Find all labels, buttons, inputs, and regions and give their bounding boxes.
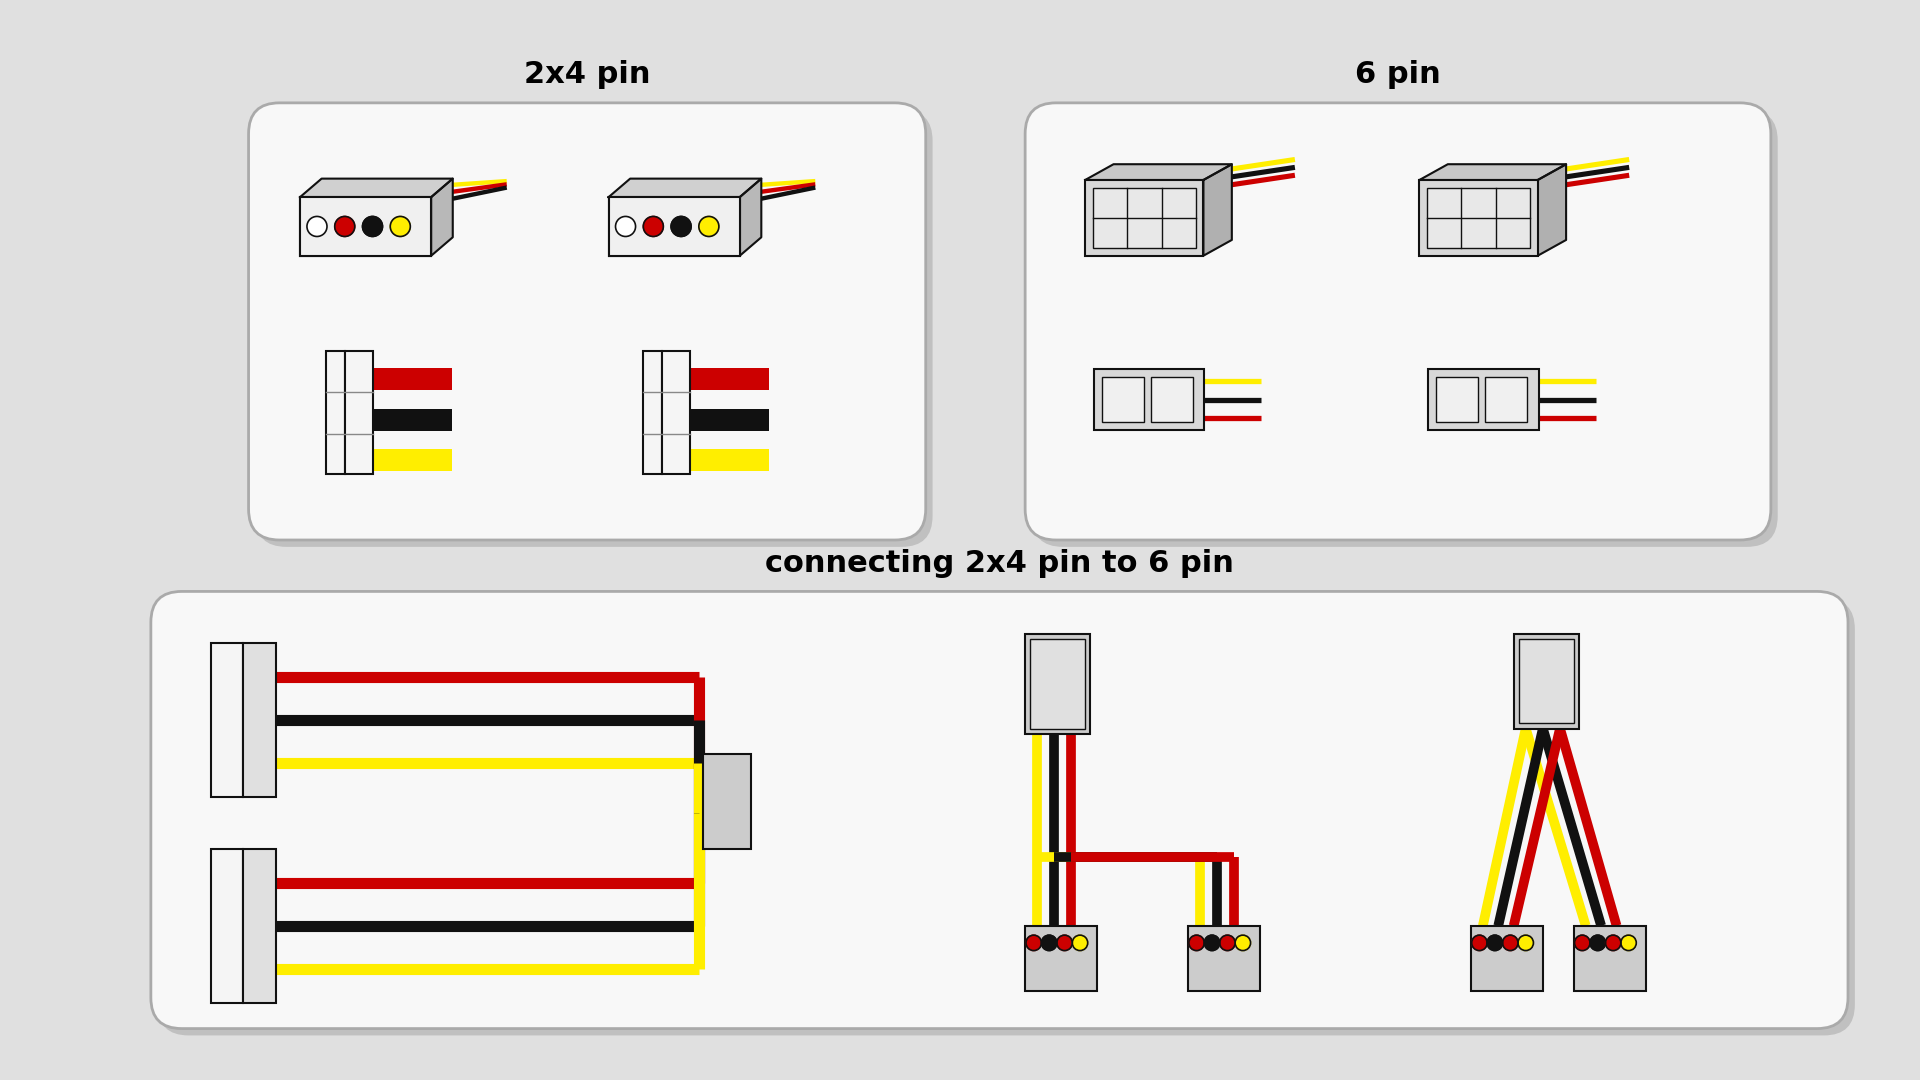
Polygon shape: [1538, 164, 1567, 256]
Bar: [703, 754, 751, 849]
Bar: [643, 351, 662, 474]
Polygon shape: [432, 178, 453, 256]
Bar: [244, 643, 276, 797]
Circle shape: [1590, 935, 1605, 950]
FancyBboxPatch shape: [152, 592, 1847, 1028]
Polygon shape: [300, 178, 453, 198]
Polygon shape: [1204, 164, 1233, 256]
Polygon shape: [739, 178, 762, 256]
Bar: [326, 351, 346, 474]
Bar: [1102, 377, 1144, 422]
Text: connecting 2x4 pin to 6 pin: connecting 2x4 pin to 6 pin: [764, 549, 1235, 578]
Bar: [1031, 639, 1085, 729]
Bar: [1427, 188, 1530, 247]
Bar: [1574, 926, 1645, 990]
Bar: [1428, 368, 1538, 431]
Bar: [609, 198, 739, 256]
FancyBboxPatch shape: [157, 598, 1855, 1036]
Bar: [689, 408, 770, 431]
Bar: [1188, 926, 1260, 990]
Bar: [1436, 377, 1478, 422]
Bar: [609, 198, 739, 256]
Bar: [689, 368, 770, 390]
Bar: [372, 408, 451, 431]
Polygon shape: [609, 178, 762, 198]
Bar: [689, 449, 770, 472]
FancyBboxPatch shape: [1033, 110, 1778, 546]
Circle shape: [616, 216, 636, 237]
Bar: [211, 849, 244, 1003]
Circle shape: [334, 216, 355, 237]
Bar: [662, 351, 689, 474]
Bar: [300, 198, 432, 256]
Circle shape: [1071, 935, 1089, 950]
Bar: [1471, 926, 1544, 990]
Bar: [1519, 639, 1574, 724]
Bar: [1092, 188, 1196, 247]
Circle shape: [1204, 935, 1219, 950]
Bar: [346, 351, 372, 474]
Circle shape: [672, 216, 691, 237]
Circle shape: [1488, 935, 1503, 950]
Circle shape: [1235, 935, 1250, 950]
Bar: [372, 449, 451, 472]
Circle shape: [1473, 935, 1488, 950]
Circle shape: [1620, 935, 1636, 950]
Bar: [211, 643, 244, 797]
Text: 2x4 pin: 2x4 pin: [524, 60, 651, 90]
Bar: [244, 849, 276, 1003]
Bar: [1484, 377, 1526, 422]
Circle shape: [1056, 935, 1071, 950]
Circle shape: [1041, 935, 1056, 950]
FancyBboxPatch shape: [255, 110, 933, 546]
Bar: [1150, 377, 1192, 422]
Circle shape: [1605, 935, 1620, 950]
Bar: [1025, 926, 1096, 990]
Polygon shape: [1419, 164, 1567, 180]
Polygon shape: [1085, 164, 1233, 180]
Bar: [300, 198, 432, 256]
Circle shape: [1219, 935, 1235, 950]
FancyBboxPatch shape: [1025, 103, 1770, 540]
Circle shape: [390, 216, 411, 237]
Bar: [1085, 180, 1204, 256]
Circle shape: [1503, 935, 1519, 950]
Circle shape: [699, 216, 718, 237]
Circle shape: [1188, 935, 1204, 950]
Text: 6 pin: 6 pin: [1356, 60, 1440, 90]
Bar: [1094, 368, 1204, 431]
Circle shape: [643, 216, 662, 237]
Circle shape: [1025, 935, 1041, 950]
Bar: [1513, 634, 1578, 729]
Bar: [372, 368, 451, 390]
Circle shape: [1574, 935, 1590, 950]
Circle shape: [363, 216, 382, 237]
FancyBboxPatch shape: [248, 103, 925, 540]
Circle shape: [307, 216, 326, 237]
Bar: [1419, 180, 1538, 256]
Bar: [1025, 634, 1091, 733]
Circle shape: [1519, 935, 1534, 950]
